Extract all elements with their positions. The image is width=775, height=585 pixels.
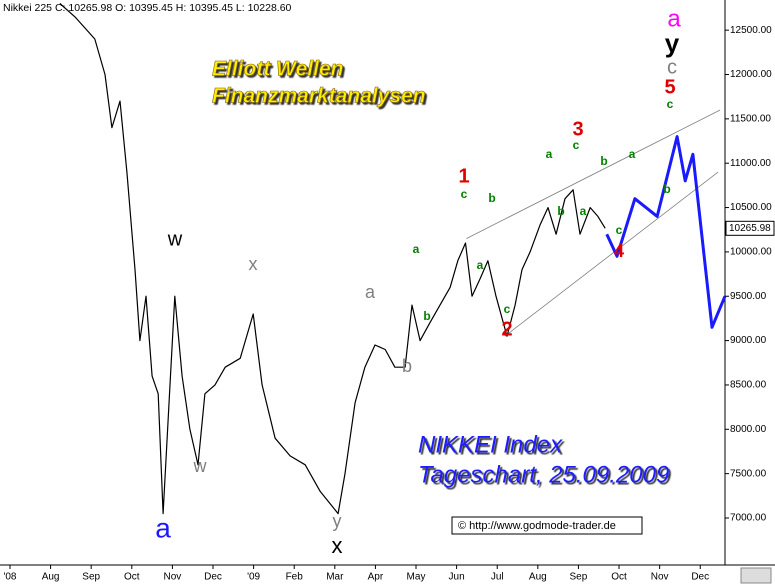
x-tick-label: '08 xyxy=(3,572,16,583)
trendline xyxy=(466,109,721,239)
wave-label: w xyxy=(167,228,183,250)
y-tick-label: 12500.00 xyxy=(730,25,772,36)
x-tick-label: Oct xyxy=(611,572,627,583)
y-tick-label: 8500.00 xyxy=(730,380,767,391)
x-tick-label: Mar xyxy=(326,572,344,583)
trendline xyxy=(504,171,719,337)
wave-label: b xyxy=(423,309,430,323)
x-tick-label: Nov xyxy=(651,572,669,583)
scroll-button[interactable] xyxy=(740,567,772,584)
last-price-label: 10265.98 xyxy=(729,223,771,234)
wave-label: b xyxy=(402,356,412,376)
x-tick-label: Sep xyxy=(82,572,100,583)
y-tick-label: 12000.00 xyxy=(730,69,772,80)
y-tick-label: 7500.00 xyxy=(730,468,767,479)
x-tick-label: Oct xyxy=(124,572,140,583)
wave-label: a xyxy=(629,147,636,161)
wave-label: x xyxy=(249,254,258,274)
wave-label: a xyxy=(365,282,376,302)
wave-label: w xyxy=(193,456,208,476)
wave-label: b xyxy=(557,204,564,218)
y-tick-label: 7000.00 xyxy=(730,513,767,524)
wave-label: b xyxy=(488,191,495,205)
wave-label: 1 xyxy=(458,165,469,187)
wave-label: c xyxy=(461,187,468,201)
subtitle-line: Tageschart, 25.09.2009 xyxy=(418,461,669,488)
wave-label: y xyxy=(333,511,342,531)
x-tick-label: Apr xyxy=(368,572,384,583)
title-line: Finanzmarktanalysen xyxy=(212,85,426,108)
subtitle-line: NIKKEI Index xyxy=(418,431,563,458)
y-tick-label: 11000.00 xyxy=(730,158,771,169)
wave-label: a xyxy=(667,5,681,32)
x-tick-label: Feb xyxy=(286,572,304,583)
price-line xyxy=(59,3,606,515)
x-tick-label: May xyxy=(407,572,426,583)
wave-label: c xyxy=(667,97,674,111)
wave-label: b xyxy=(600,154,607,168)
wave-label: 5 xyxy=(664,76,675,98)
y-tick-label: 9500.00 xyxy=(730,291,767,302)
wave-label: a xyxy=(413,242,420,256)
wave-label: c xyxy=(667,56,677,78)
source: © http://www.godmode-trader.de xyxy=(458,520,616,532)
x-tick-label: Jul xyxy=(491,572,504,583)
wave-label: c xyxy=(504,302,511,316)
price-line xyxy=(605,135,727,329)
wave-label: a xyxy=(546,147,553,161)
header: Nikkei 225 C: 10265.98 O: 10395.45 H: 10… xyxy=(3,2,292,14)
wave-label: a xyxy=(477,258,484,272)
wave-label: y xyxy=(665,28,680,58)
y-tick-label: 11500.00 xyxy=(730,113,771,124)
x-tick-label: Dec xyxy=(204,572,222,583)
wave-label: 4 xyxy=(614,241,624,261)
x-tick-label: Jun xyxy=(449,572,465,583)
wave-label: a xyxy=(155,512,171,543)
x-tick-label: Sep xyxy=(570,572,588,583)
x-tick-label: '09 xyxy=(247,572,260,583)
x-tick-label: Aug xyxy=(42,572,60,583)
y-tick-label: 8000.00 xyxy=(730,424,767,435)
x-tick-label: Aug xyxy=(529,572,547,583)
wave-label: c xyxy=(616,223,623,237)
wave-label: 2 xyxy=(501,318,512,340)
y-tick-label: 9000.00 xyxy=(730,335,767,346)
wave-label: b xyxy=(663,182,670,196)
y-tick-label: 10000.00 xyxy=(730,247,772,258)
wave-label: c xyxy=(573,138,580,152)
wave-label: 3 xyxy=(572,118,583,140)
wave-label: a xyxy=(580,204,587,218)
x-tick-label: Nov xyxy=(164,572,182,583)
source-box xyxy=(451,516,643,535)
last-price-box xyxy=(725,220,775,236)
x-tick-label: Dec xyxy=(691,572,709,583)
wave-label: x xyxy=(332,533,343,558)
title-line: Elliott Wellen xyxy=(212,58,343,81)
y-tick-label: 10500.00 xyxy=(730,202,772,213)
